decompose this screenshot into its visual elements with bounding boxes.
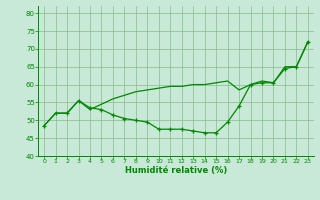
X-axis label: Humidité relative (%): Humidité relative (%) [125,166,227,175]
